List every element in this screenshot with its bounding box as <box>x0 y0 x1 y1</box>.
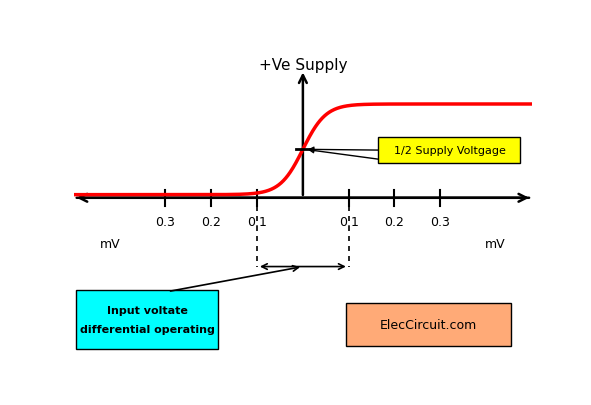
Text: mV: mV <box>485 237 505 250</box>
Text: 0.1: 0.1 <box>339 215 359 228</box>
Text: 0.3: 0.3 <box>430 215 450 228</box>
Text: Input voltate: Input voltate <box>107 305 187 315</box>
Text: 0.3: 0.3 <box>155 215 176 228</box>
Text: 1/2 Supply Voltgage: 1/2 Supply Voltgage <box>394 146 505 156</box>
FancyBboxPatch shape <box>346 303 511 346</box>
FancyBboxPatch shape <box>76 290 218 350</box>
Text: +Ve Supply: +Ve Supply <box>259 58 347 73</box>
Text: ElecCircuit.com: ElecCircuit.com <box>380 318 478 331</box>
Text: 0.2: 0.2 <box>202 215 221 228</box>
Text: 0.2: 0.2 <box>385 215 404 228</box>
Text: mV: mV <box>100 237 121 250</box>
Text: 0.1: 0.1 <box>247 215 267 228</box>
FancyBboxPatch shape <box>378 137 521 164</box>
Text: differential operating: differential operating <box>80 324 215 334</box>
